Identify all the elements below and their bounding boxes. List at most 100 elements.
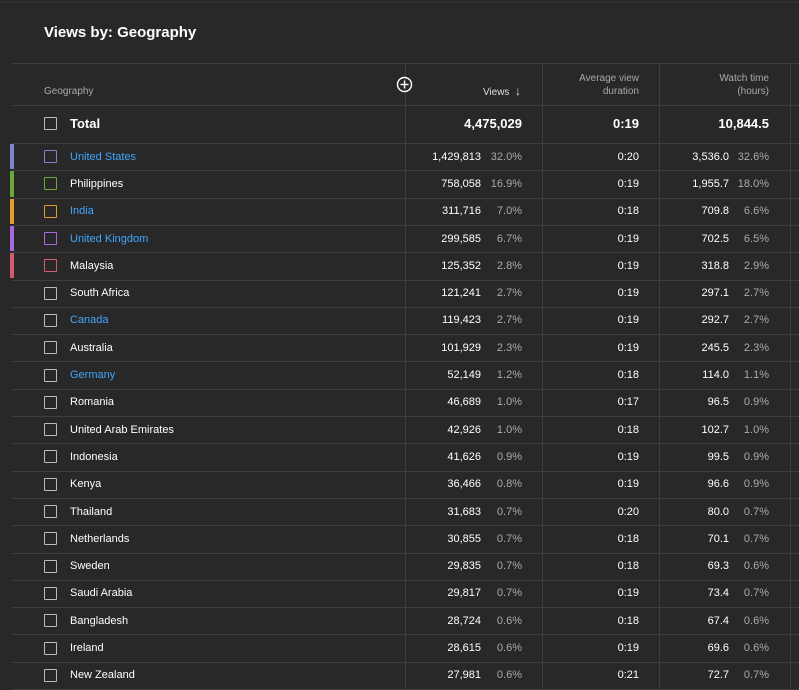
watch-percent: 2.3% [743,341,769,354]
watch-time: 80.0 [707,505,729,518]
checkbox[interactable] [44,286,57,300]
avg-duration: 0:18 [617,205,639,218]
watch-percent: 0.9% [743,478,769,491]
checkbox[interactable] [44,117,57,130]
divider [12,579,799,581]
views-percent: 0.7% [496,587,522,600]
country-name: United Arab Emirates [70,423,174,436]
views: 119,423 [442,314,481,327]
views: 31,683 [447,505,481,518]
divider [12,497,799,499]
watch-percent: 0.9% [743,450,769,463]
avg-duration: 0:20 [617,505,639,518]
checkbox[interactable] [44,586,57,600]
country-name: Netherlands [70,532,130,545]
country-name: Saudi Arabia [70,587,133,600]
column-divider [542,63,543,690]
watch-time: 69.3 [707,560,729,573]
views: 41,626 [447,450,481,463]
avg-duration: 0:19 [617,587,639,600]
watch-time: 70.1 [707,532,729,545]
country-link[interactable]: United Kingdom [70,232,149,245]
watch-time: 73.4 [707,587,729,600]
checkbox[interactable] [44,368,57,382]
watch-time: 709.8 [701,205,729,218]
views-percent: 2.8% [496,259,522,272]
top-border [0,2,799,3]
watch-time: 67.4 [707,614,729,627]
views-percent: 2.3% [496,341,522,354]
views-percent: 0.7% [496,532,522,545]
checkbox[interactable] [44,395,57,409]
total-avg: 0:19 [612,116,639,131]
avg-duration: 0:19 [617,642,639,655]
avg-duration: 0:19 [617,478,639,491]
checkbox[interactable] [44,450,57,464]
watch-percent: 6.6% [743,205,769,218]
watch-time: 245.5 [701,341,729,354]
divider [12,361,799,363]
watch-time: 99.5 [707,450,729,463]
country-name: Malaysia [70,259,114,272]
country-link[interactable]: India [70,205,94,218]
divider [12,607,799,609]
watch-percent: 2.7% [743,287,769,300]
watch-percent: 0.6% [743,614,769,627]
views: 311,716 [442,205,481,218]
watch-time: 72.7 [707,669,729,682]
country-link[interactable]: Germany [70,369,116,382]
avg-duration: 0:19 [617,177,639,190]
header-line: (hours) [737,86,769,97]
views: 28,724 [447,614,481,627]
checkbox[interactable] [44,505,57,519]
avg-duration: 0:18 [617,423,639,436]
checkbox[interactable] [44,641,57,655]
country-name: Kenya [70,478,102,491]
checkbox[interactable] [44,150,57,164]
views: 125,352 [441,259,481,272]
divider [12,279,799,281]
checkbox[interactable] [44,259,57,273]
views-percent: 2.7% [496,314,522,327]
header-line: Watch time [719,73,769,84]
checkbox[interactable] [44,177,57,191]
divider [12,252,799,254]
views-percent: 0.6% [496,614,522,627]
views-percent: 32.0% [490,150,522,163]
series-color-bar [10,171,14,197]
column-header: Views [482,87,510,98]
views-percent: 0.7% [496,560,522,573]
avg-duration: 0:19 [617,341,639,354]
divider [12,443,799,445]
header-line: Average view [579,73,639,84]
views: 758,058 [441,177,481,190]
views-percent: 1.0% [496,423,522,436]
avg-duration: 0:18 [617,532,639,545]
watch-percent: 32.6% [737,150,769,163]
avg-duration: 0:21 [617,669,639,682]
views-percent: 0.9% [496,450,522,463]
watch-time: 96.6 [707,478,729,491]
checkbox[interactable] [44,668,57,682]
country-link[interactable]: United States [70,150,137,163]
divider [12,416,799,417]
country-link[interactable]: Canada [70,314,109,327]
avg-duration: 0:20 [617,150,639,163]
series-color-bar [10,144,14,170]
add-column-button[interactable] [396,76,413,93]
checkbox[interactable] [44,532,57,546]
watch-time: 292.7 [701,314,729,327]
divider [12,334,799,336]
avg-duration: 0:17 [617,396,639,409]
checkbox[interactable] [44,477,57,491]
sort-header[interactable]: Views ↓ [483,85,521,99]
checkbox[interactable] [44,341,57,355]
checkbox[interactable] [44,232,57,246]
checkbox[interactable] [44,204,57,218]
avg-duration: 0:19 [617,450,639,463]
checkbox[interactable] [44,313,57,327]
checkbox[interactable] [44,559,57,573]
checkbox[interactable] [44,423,57,437]
views-percent: 0.6% [496,669,522,682]
checkbox[interactable] [44,614,57,628]
